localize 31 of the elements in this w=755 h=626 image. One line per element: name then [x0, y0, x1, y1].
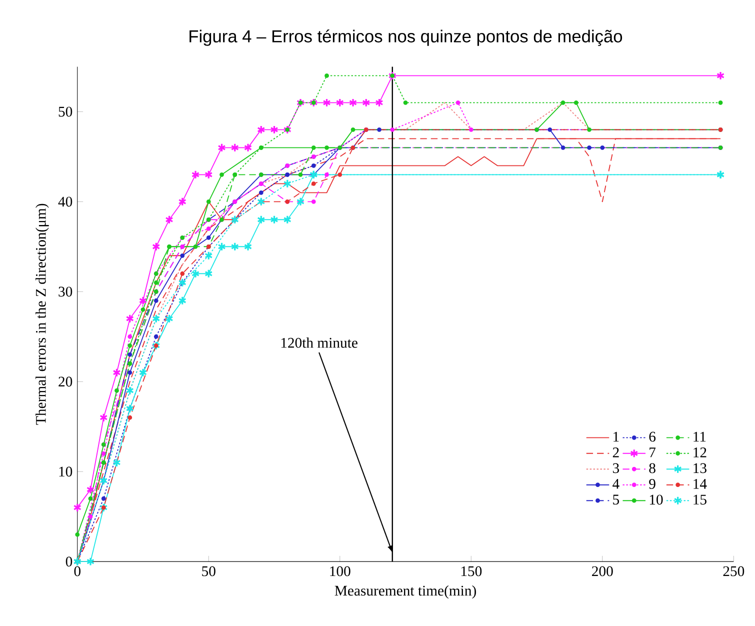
y-tick-label: 10: [59, 466, 72, 477]
legend-label: 2: [612, 448, 619, 458]
y-tick-label: 20: [58, 376, 72, 387]
legend-label: 8: [649, 463, 656, 474]
legend-label: 14: [694, 479, 707, 489]
x-tick-label: 150: [461, 566, 482, 576]
x-tick-label: 100: [330, 566, 350, 576]
y-tick-label: 40: [58, 196, 72, 207]
legend-label: 10: [650, 494, 663, 505]
y-tick-label: 30: [58, 286, 72, 297]
annotation: 120th minute: [281, 338, 358, 348]
legend-label: 11: [694, 432, 706, 442]
x-tick-label: 50: [202, 566, 216, 576]
legend-label: 7: [650, 448, 656, 458]
y-tick-label: 0: [66, 556, 72, 567]
x-tick-label: 200: [592, 566, 613, 576]
legend-label: 3: [612, 463, 620, 474]
y-tick-label: 50: [58, 106, 72, 117]
legend-label: 6: [649, 432, 656, 442]
y-axis-title: Thermal errors in the Z direction(μm): [36, 204, 49, 425]
x-axis-title: Measurement time(min): [334, 586, 476, 599]
chart-title: Figura 4 – Erros térmicos nos quinze pontos de medição: [190, 30, 622, 46]
x-tick-label: 0: [74, 566, 80, 576]
legend-label: 13: [694, 463, 706, 474]
legend-label: 9: [649, 479, 656, 490]
x-tick-label: 250: [723, 566, 744, 576]
legend-label: 1: [614, 432, 619, 442]
legend-label: 4: [612, 479, 620, 489]
legend-label: 15: [694, 494, 706, 505]
legend-label: 12: [694, 448, 706, 458]
legend-label: 5: [613, 495, 620, 505]
